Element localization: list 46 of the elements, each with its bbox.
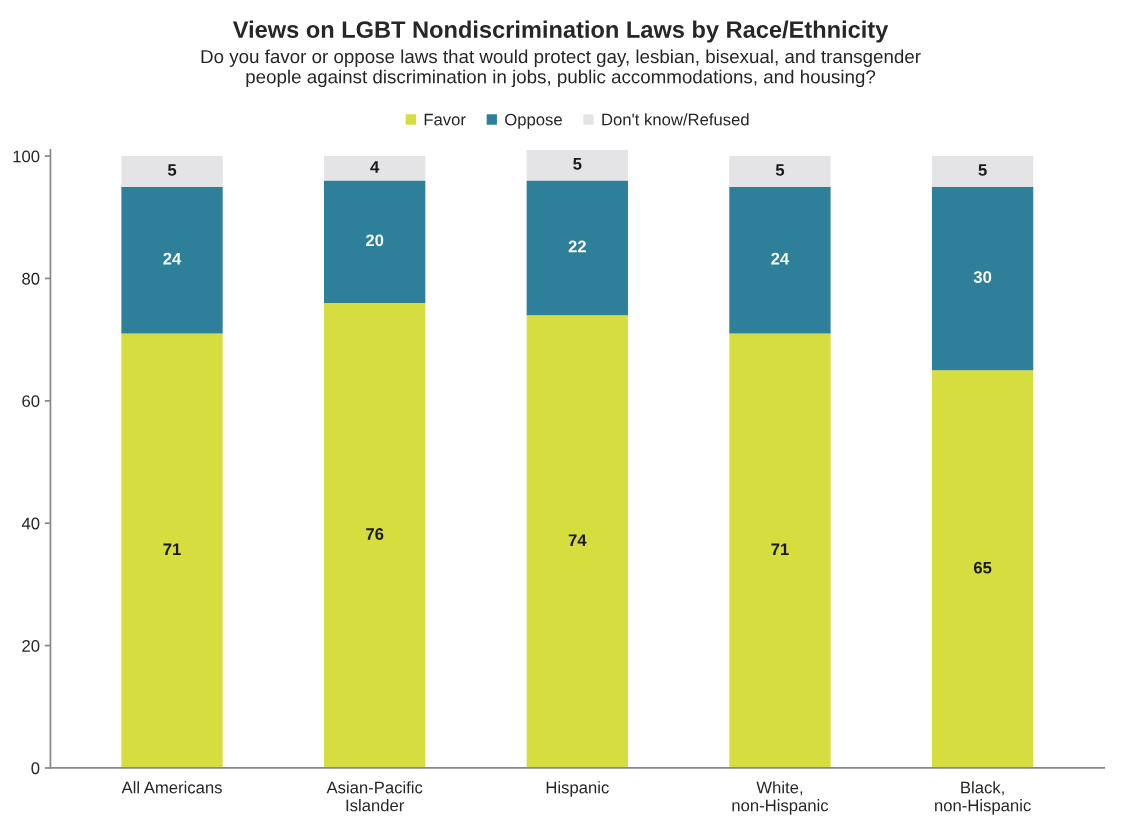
data-label: 22: [568, 240, 586, 253]
bar: [526, 149, 628, 181]
bar: [526, 180, 628, 316]
chart-subtitle: Do you favor or oppose laws that would protect gay, lesbian, bisexual, and transgender people against discrimination in jobs, public accommodations, and housing?: [201, 49, 921, 88]
bar: [729, 156, 831, 187]
data-label: 5: [978, 164, 987, 176]
bar: [931, 186, 1034, 371]
bar: [931, 156, 1034, 187]
data-label: 71: [163, 543, 181, 556]
y-tick-label: 40: [21, 517, 40, 530]
bar: [729, 186, 831, 334]
bar: [729, 333, 831, 768]
data-label: 5: [573, 158, 582, 170]
data-label: 5: [775, 164, 785, 176]
data-label: 30: [973, 271, 992, 283]
legend-label: Oppose: [505, 113, 562, 129]
chart-title: Views on LGBT Nondiscrimination Laws by Race/Ethnicity: [232, 20, 889, 43]
data-label: 5: [167, 164, 177, 176]
y-tick-label: 20: [22, 639, 40, 652]
legend-label: Favor: [424, 113, 466, 126]
bar: [931, 370, 1034, 768]
legend-label: Don't know/Refused: [602, 113, 749, 126]
bar: [526, 315, 628, 768]
bar: [121, 186, 223, 334]
y-tick-label: 80: [22, 272, 40, 285]
y-tick-label: 0: [31, 762, 40, 775]
bar: [324, 180, 426, 303]
data-label: 24: [163, 252, 182, 265]
x-tick-label: All Americans: [121, 781, 222, 794]
bar: [121, 156, 223, 187]
y-tick-label: 100: [13, 150, 40, 163]
data-label: 71: [771, 543, 789, 556]
data-label: 20: [365, 234, 384, 247]
data-label: 24: [771, 252, 790, 265]
data-label: 65: [973, 561, 992, 574]
data-label: 4: [370, 161, 380, 173]
x-tick-label: Hispanic: [546, 781, 609, 797]
data-label: 74: [568, 534, 587, 546]
x-tick-label: White, non-Hispanic: [732, 781, 829, 815]
y-tick-label: 60: [22, 395, 40, 408]
data-label: 76: [366, 528, 384, 540]
x-tick-label: Asian-Pacific Islander: [326, 781, 423, 812]
bar: [121, 333, 223, 768]
bar: [324, 156, 426, 181]
x-tick-label: Black, non-Hispanic: [935, 781, 1031, 815]
bar: [324, 302, 426, 768]
